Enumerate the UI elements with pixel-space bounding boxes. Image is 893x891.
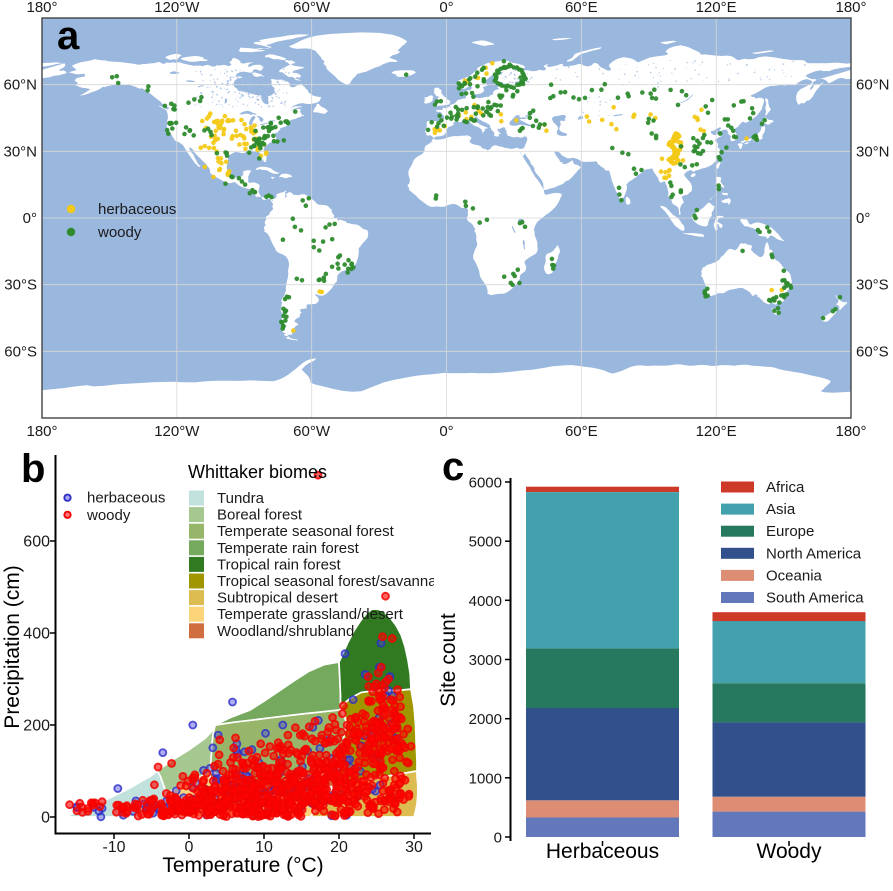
svg-text:Temperate seasonal forest: Temperate seasonal forest [217,523,395,540]
svg-text:South America: South America [766,590,864,607]
svg-text:30: 30 [405,839,423,856]
svg-text:c: c [442,445,464,489]
svg-text:180°: 180° [835,0,866,16]
svg-text:Asia: Asia [766,501,796,518]
svg-text:Woody: Woody [757,840,822,863]
svg-text:30°N: 30°N [3,143,37,160]
svg-text:120°W: 120°W [154,423,200,440]
svg-text:Europe: Europe [766,523,814,540]
svg-text:3000: 3000 [469,652,502,669]
svg-text:Whittaker biomes: Whittaker biomes [188,462,327,482]
svg-text:woody: woody [97,224,142,241]
svg-text:0: 0 [185,839,194,856]
svg-text:180°: 180° [835,423,866,440]
svg-text:Precipitation (cm): Precipitation (cm) [1,565,24,728]
svg-text:180°: 180° [26,423,57,440]
svg-text:Boreal forest: Boreal forest [217,507,303,524]
svg-text:0°: 0° [23,210,37,227]
svg-text:120°W: 120°W [154,0,200,16]
svg-text:5000: 5000 [469,534,502,551]
svg-text:60°S: 60°S [4,343,37,360]
svg-text:Tropical rain forest: Tropical rain forest [217,556,341,573]
svg-text:60°S: 60°S [856,343,889,360]
svg-text:woody: woody [86,507,131,524]
svg-text:1000: 1000 [469,770,502,787]
svg-text:Site count: Site count [437,613,460,707]
svg-text:Woodland/shrubland: Woodland/shrubland [217,623,354,640]
svg-text:10: 10 [255,839,273,856]
svg-text:20: 20 [330,839,348,856]
svg-text:0: 0 [494,830,502,847]
svg-text:Temperate rain forest: Temperate rain forest [217,540,360,557]
svg-text:0°: 0° [439,423,453,440]
svg-text:0: 0 [41,810,50,827]
svg-text:herbaceous: herbaceous [87,490,165,507]
svg-text:Africa: Africa [766,479,805,496]
svg-text:Temperature (°C): Temperature (°C) [162,854,323,877]
svg-text:a: a [57,14,80,58]
svg-text:30°S: 30°S [856,277,889,294]
svg-text:herbaceous: herbaceous [98,201,176,218]
svg-text:4000: 4000 [469,593,502,610]
svg-text:Tropical seasonal forest/savan: Tropical seasonal forest/savanna [217,573,437,590]
svg-text:b: b [21,447,45,491]
svg-text:30°N: 30°N [856,143,890,160]
svg-text:60°E: 60°E [565,0,598,16]
svg-text:30°S: 30°S [4,277,37,294]
svg-text:2000: 2000 [469,711,502,728]
svg-text:120°E: 120°E [696,0,737,16]
svg-text:120°E: 120°E [696,423,737,440]
svg-text:0°: 0° [439,0,453,16]
svg-text:6000: 6000 [469,475,502,492]
svg-text:180°: 180° [26,0,57,16]
svg-text:60°W: 60°W [293,0,331,16]
svg-text:60°W: 60°W [293,423,331,440]
svg-text:60°E: 60°E [565,423,598,440]
svg-text:-10: -10 [102,839,125,856]
svg-text:600: 600 [23,534,50,551]
svg-text:North America: North America [766,545,862,562]
svg-text:Tundra: Tundra [217,490,265,507]
svg-text:0°: 0° [856,210,870,227]
svg-text:60°N: 60°N [3,77,37,94]
svg-text:60°N: 60°N [856,77,890,94]
svg-text:200: 200 [23,718,50,735]
svg-text:400: 400 [23,626,50,643]
svg-text:Subtropical desert: Subtropical desert [217,590,339,607]
svg-text:Oceania: Oceania [766,567,823,584]
svg-text:Herbaceous: Herbaceous [546,840,659,863]
svg-text:Temperate grassland/desert: Temperate grassland/desert [217,606,404,623]
